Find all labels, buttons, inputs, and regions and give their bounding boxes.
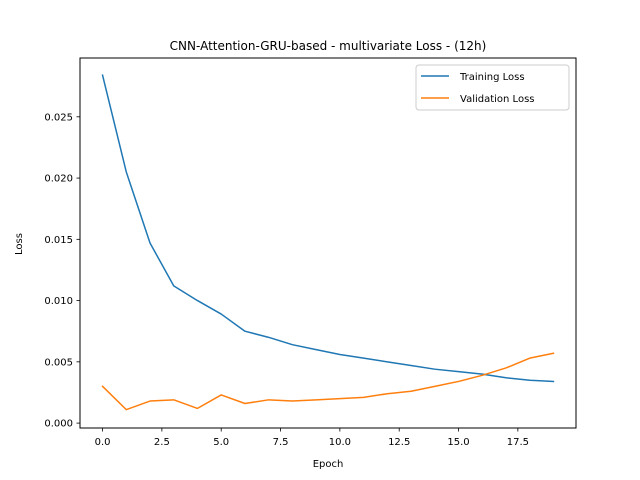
legend-label-validation-loss: Validation Loss [460, 94, 535, 105]
plot-lines [101, 74, 555, 411]
x-tick-label: 0.0 [95, 437, 111, 448]
y-axis-ticks: 0.000 0.005 0.010 0.015 0.020 0.025 [44, 112, 80, 430]
series-line-validation-loss [101, 352, 555, 411]
x-axis-ticks: 0.0 2.5 5.0 7.5 10.0 12.5 15.0 17.5 [95, 428, 529, 448]
x-tick-label: 5.0 [213, 437, 229, 448]
series-line-training-loss [101, 74, 555, 383]
y-tick-label: 0.010 [44, 296, 73, 307]
x-tick-label: 15.0 [447, 437, 469, 448]
x-tick-label: 10.0 [329, 437, 351, 448]
y-tick-label: 0.000 [44, 419, 73, 430]
y-axis-label: Loss [14, 233, 25, 255]
x-tick-label: 17.5 [507, 437, 529, 448]
y-tick-label: 0.020 [44, 174, 73, 185]
x-tick-label: 2.5 [154, 437, 170, 448]
y-tick-label: 0.005 [44, 357, 73, 368]
x-axis-label: Epoch [313, 459, 344, 470]
chart-title: CNN-Attention-GRU-based - multivariate L… [170, 39, 487, 53]
y-tick-label: 0.015 [44, 235, 73, 246]
x-tick-label: 7.5 [273, 437, 289, 448]
legend: Training Loss Validation Loss [415, 64, 570, 111]
legend-box [415, 64, 570, 111]
legend-label-training-loss: Training Loss [459, 72, 525, 83]
x-tick-label: 12.5 [388, 437, 410, 448]
y-tick-label: 0.025 [44, 112, 73, 123]
plot-frame [79, 57, 577, 429]
